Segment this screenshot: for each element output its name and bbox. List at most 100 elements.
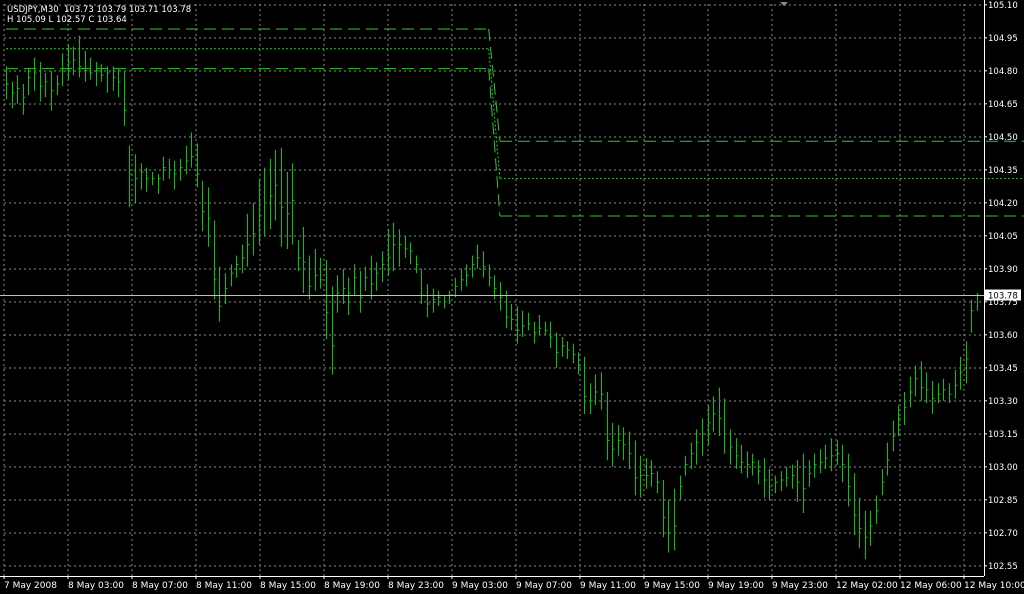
ohlc-bar	[118, 68, 121, 98]
x-tick-label: 8 May 07:00	[132, 581, 188, 591]
y-tick-label: 103.00	[988, 463, 1018, 473]
x-tick-label: 9 May 15:00	[644, 581, 700, 591]
ohlc-bar	[674, 488, 677, 551]
current-price-box	[985, 289, 1021, 301]
ohlc-bar	[769, 469, 772, 500]
ohlc-bar	[163, 156, 166, 181]
ohlc-bar	[101, 64, 104, 82]
ohlc-bar	[57, 75, 60, 95]
ohlc-bar	[79, 35, 82, 78]
ohlc-bar	[870, 510, 873, 546]
ohlc-bar	[96, 62, 99, 87]
ohlc-bar	[506, 290, 509, 329]
ohlc-bar	[522, 310, 525, 337]
ohlc-bar	[764, 458, 767, 498]
ohlc-bar	[202, 180, 205, 232]
ohlc-bar	[775, 475, 778, 494]
ohlc-bar	[6, 66, 9, 100]
ohlc-bar	[635, 440, 638, 496]
ohlc-bar	[657, 471, 660, 494]
ohlc-bar	[590, 383, 593, 414]
ohlc-bar	[786, 466, 789, 487]
y-tick-label: 103.45	[988, 364, 1018, 374]
ohlc-bar	[741, 444, 744, 474]
ohlc-bar	[730, 429, 733, 465]
ohlc-bar	[781, 471, 784, 491]
y-tick-label: 103.60	[988, 331, 1018, 341]
ohlc-bar	[803, 453, 806, 513]
ohlc-bar	[489, 264, 492, 287]
ohlc-bar	[219, 266, 222, 322]
ohlc-bar	[242, 244, 245, 274]
y-tick-label: 104.95	[988, 34, 1018, 44]
ohlc-bar	[797, 460, 800, 502]
ohlc-bar	[45, 73, 48, 98]
ohlc-bar	[191, 132, 194, 168]
ohlc-bar	[578, 352, 581, 375]
ohlc-bar	[382, 251, 385, 282]
ohlc-bar	[809, 460, 812, 487]
ohlc-bar	[887, 442, 890, 476]
ohlc-bar	[702, 418, 705, 456]
y-tick-label: 103.30	[988, 397, 1018, 407]
ohlc-bar	[612, 422, 615, 467]
ohlc-bar	[539, 315, 542, 335]
ohlc-bar	[736, 438, 739, 469]
ohlc-bar	[483, 251, 486, 278]
ohlc-bar	[438, 290, 441, 307]
y-tick-label: 104.05	[988, 232, 1018, 242]
ohlc-bar	[792, 464, 795, 489]
ohlc-bar	[146, 167, 149, 192]
ohlc-bar	[640, 455, 643, 498]
ohlc-bar	[511, 304, 514, 331]
ohlc-bar	[40, 62, 43, 102]
ohlc-bar	[129, 145, 132, 208]
ohlc-bar	[567, 341, 570, 359]
ohlc-bar	[528, 312, 531, 331]
ohlc-bar	[68, 44, 71, 80]
ohlc-bar	[831, 438, 834, 472]
ohlc-bar	[51, 70, 54, 111]
ohlc-bar	[562, 337, 565, 357]
ohlc-bar	[820, 449, 823, 474]
ohlc-bar	[62, 53, 65, 87]
ohlc-bar	[23, 84, 26, 115]
ohlc-bar	[825, 444, 828, 469]
x-tick-label: 9 May 11:00	[580, 581, 636, 591]
ohlc-bar	[584, 356, 587, 414]
pivot-level-connector	[488, 28, 501, 142]
ohlc-bar	[949, 383, 952, 403]
current-price-tag: 103.78	[0, 289, 1021, 302]
ohlc-bar	[281, 147, 284, 247]
ohlc-bar	[837, 440, 840, 465]
ohlc-bar	[376, 262, 379, 291]
high-low-close-line: H 105.09 L 102.57 C 103.64	[7, 15, 127, 25]
ohlc-bar	[938, 383, 941, 403]
ohlc-bar	[399, 229, 402, 267]
ohlc-bar	[461, 268, 464, 291]
ohlc-bar	[253, 202, 256, 256]
ohlc-bar	[90, 57, 93, 80]
ohlc-bar	[646, 458, 649, 489]
ohlc-bar	[231, 264, 234, 287]
x-tick-label: 9 May 23:00	[772, 581, 828, 591]
ohlc-bar	[343, 268, 346, 304]
ohlc-bar	[556, 332, 559, 368]
ohlc-bar	[365, 266, 368, 291]
x-tick-label: 8 May 19:00	[324, 581, 380, 591]
x-tick-label: 8 May 23:00	[388, 581, 444, 591]
x-tick-label: 7 May 2008	[4, 581, 57, 591]
ohlc-bar	[882, 469, 885, 496]
ohlc-bar	[691, 442, 694, 469]
ohlc-bar	[225, 273, 228, 304]
ohlc-bar	[214, 220, 217, 300]
ohlc-bar	[197, 143, 200, 188]
ohlc-bar	[405, 235, 408, 258]
ohlc-bar	[393, 222, 396, 271]
ohlc-bar	[360, 271, 363, 313]
ohlc-bar	[854, 473, 857, 535]
ohlc-bar	[534, 321, 537, 344]
ohlc-bar	[876, 495, 879, 524]
ohlc-bars	[6, 35, 980, 560]
